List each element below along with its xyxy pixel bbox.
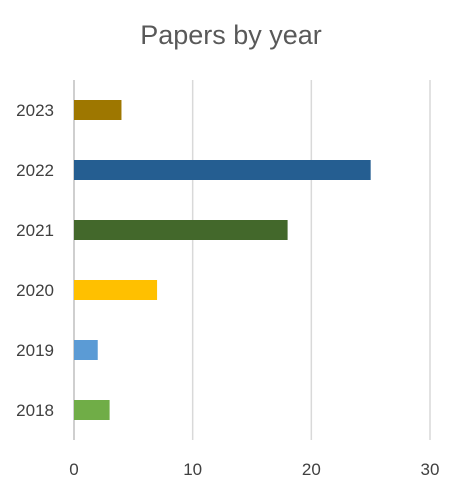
y-tick-label: 2021 [16, 221, 54, 240]
category-axis-labels: 2018 2019 2020 2021 2022 2023 [16, 101, 54, 420]
x-tick-label: 20 [302, 460, 321, 479]
bar-2021 [74, 220, 288, 240]
bar-2023 [74, 100, 122, 120]
x-tick-label: 0 [69, 460, 78, 479]
x-tick-label: 30 [421, 460, 440, 479]
bar-2020 [74, 280, 158, 300]
bar-2022 [74, 160, 371, 180]
y-tick-label: 2023 [16, 101, 54, 120]
bar-2018 [74, 400, 110, 420]
bars [74, 100, 371, 420]
y-tick-label: 2022 [16, 161, 54, 180]
y-tick-label: 2020 [16, 281, 54, 300]
x-tick-label: 10 [183, 460, 202, 479]
bar-2019 [74, 340, 98, 360]
y-tick-label: 2018 [16, 401, 54, 420]
y-tick-label: 2019 [16, 341, 54, 360]
value-axis-labels: 0 10 20 30 [69, 460, 439, 479]
gridlines [73, 80, 431, 440]
chart-title: Papers by year [140, 20, 322, 50]
